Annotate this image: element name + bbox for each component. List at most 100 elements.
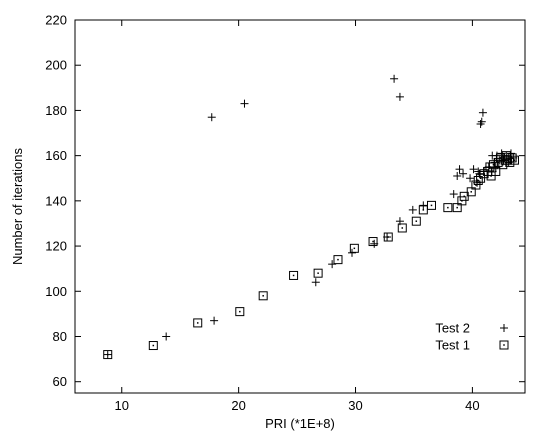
square-dot	[196, 322, 199, 324]
square-dot	[509, 161, 511, 164]
square-outline	[498, 160, 508, 170]
square-dot	[152, 344, 155, 347]
test-2-point	[162, 332, 171, 341]
y-tick-label: 100	[45, 284, 67, 299]
square-dot	[262, 295, 264, 297]
square-outline	[235, 307, 245, 317]
square-outline	[495, 153, 505, 163]
square-dot	[502, 163, 504, 166]
square-dot	[497, 161, 499, 164]
square-outline	[502, 155, 512, 165]
y-tick-label: 120	[45, 239, 67, 254]
square-dot	[292, 274, 295, 277]
square-outline	[397, 223, 407, 233]
test-1-point	[426, 200, 436, 210]
test-1-point	[498, 160, 508, 170]
test-2-point	[348, 248, 357, 257]
square-outline	[486, 171, 496, 181]
test-1-point	[466, 187, 476, 197]
test-1-point	[103, 350, 113, 360]
test-2-point	[459, 169, 468, 178]
square-outline	[459, 191, 469, 201]
y-axis-label: Number of iterations	[10, 147, 25, 265]
legend-label-test-2: Test 2	[435, 321, 470, 336]
test-1-point	[459, 191, 469, 201]
square-dot	[475, 184, 477, 186]
square-outline	[457, 196, 467, 206]
test-1-point	[486, 171, 496, 181]
test-1-point	[471, 180, 481, 190]
test-2-point	[408, 205, 417, 214]
square-outline	[485, 162, 495, 172]
square-outline	[466, 187, 476, 197]
square-dot	[479, 177, 482, 179]
square-outline	[509, 155, 519, 165]
square-dot	[430, 204, 433, 207]
test-2-point	[419, 201, 428, 210]
test-1-point	[493, 157, 503, 167]
y-tick-label: 160	[45, 148, 67, 163]
square-dot	[506, 159, 509, 161]
data-points	[103, 74, 519, 360]
test-2-point	[210, 316, 219, 325]
test-1-point	[349, 243, 359, 253]
square-dot	[422, 209, 425, 211]
square-dot	[447, 206, 449, 209]
square-dot	[461, 200, 463, 202]
square-dot	[499, 157, 502, 159]
square-outline	[411, 216, 421, 226]
legend-marker-test-1	[499, 340, 509, 350]
square-outline	[507, 153, 517, 163]
square-outline	[148, 341, 158, 351]
test-1-point	[473, 176, 483, 186]
test-2-point	[328, 260, 337, 269]
square-outline	[471, 180, 481, 190]
square-dot	[456, 206, 458, 209]
square-dot	[470, 191, 472, 193]
square-outline	[426, 200, 436, 210]
legend-marker-test-2	[500, 324, 508, 332]
test-1-point	[501, 151, 511, 161]
test-1-point	[313, 268, 323, 278]
test-2-point	[466, 174, 475, 183]
test-2-point	[207, 113, 216, 122]
square-outline	[493, 157, 503, 167]
test-1-point	[368, 237, 378, 247]
test-1-point	[193, 318, 203, 328]
y-tick-label: 180	[45, 103, 67, 118]
square-outline	[368, 237, 378, 247]
test-1-point	[495, 153, 505, 163]
test-1-point	[457, 196, 467, 206]
test-1-point	[411, 216, 421, 226]
x-tick-label: 10	[115, 398, 129, 413]
square-dot	[513, 159, 516, 161]
test-2-point	[455, 165, 464, 174]
test-1-point	[491, 166, 501, 176]
square-outline	[452, 203, 462, 213]
square-dot	[317, 272, 319, 274]
y-axis-ticks: 60 80 100 120 140 160 180 200 220	[45, 13, 525, 389]
test-2-point	[240, 99, 249, 108]
test-2-point	[449, 190, 458, 199]
test-1-point	[507, 153, 517, 163]
square-dot	[489, 166, 491, 168]
square-outline	[443, 203, 453, 213]
square-outline	[383, 232, 393, 242]
test-1-point	[258, 291, 268, 301]
square-dot	[503, 344, 505, 346]
square-dot	[504, 159, 506, 161]
test-2-point	[453, 171, 462, 180]
test-2-point	[395, 92, 404, 101]
square-dot	[239, 310, 241, 313]
square-dot	[353, 247, 356, 250]
test-1-point	[443, 203, 453, 213]
test-1-point	[418, 205, 428, 215]
x-axis-label: PRI (*1E+8)	[265, 416, 335, 431]
square-dot	[401, 227, 404, 229]
test-1-point	[383, 232, 393, 242]
test-1-point	[509, 155, 519, 165]
square-dot	[511, 157, 513, 159]
square-dot	[495, 170, 497, 173]
square-outline	[418, 205, 428, 215]
